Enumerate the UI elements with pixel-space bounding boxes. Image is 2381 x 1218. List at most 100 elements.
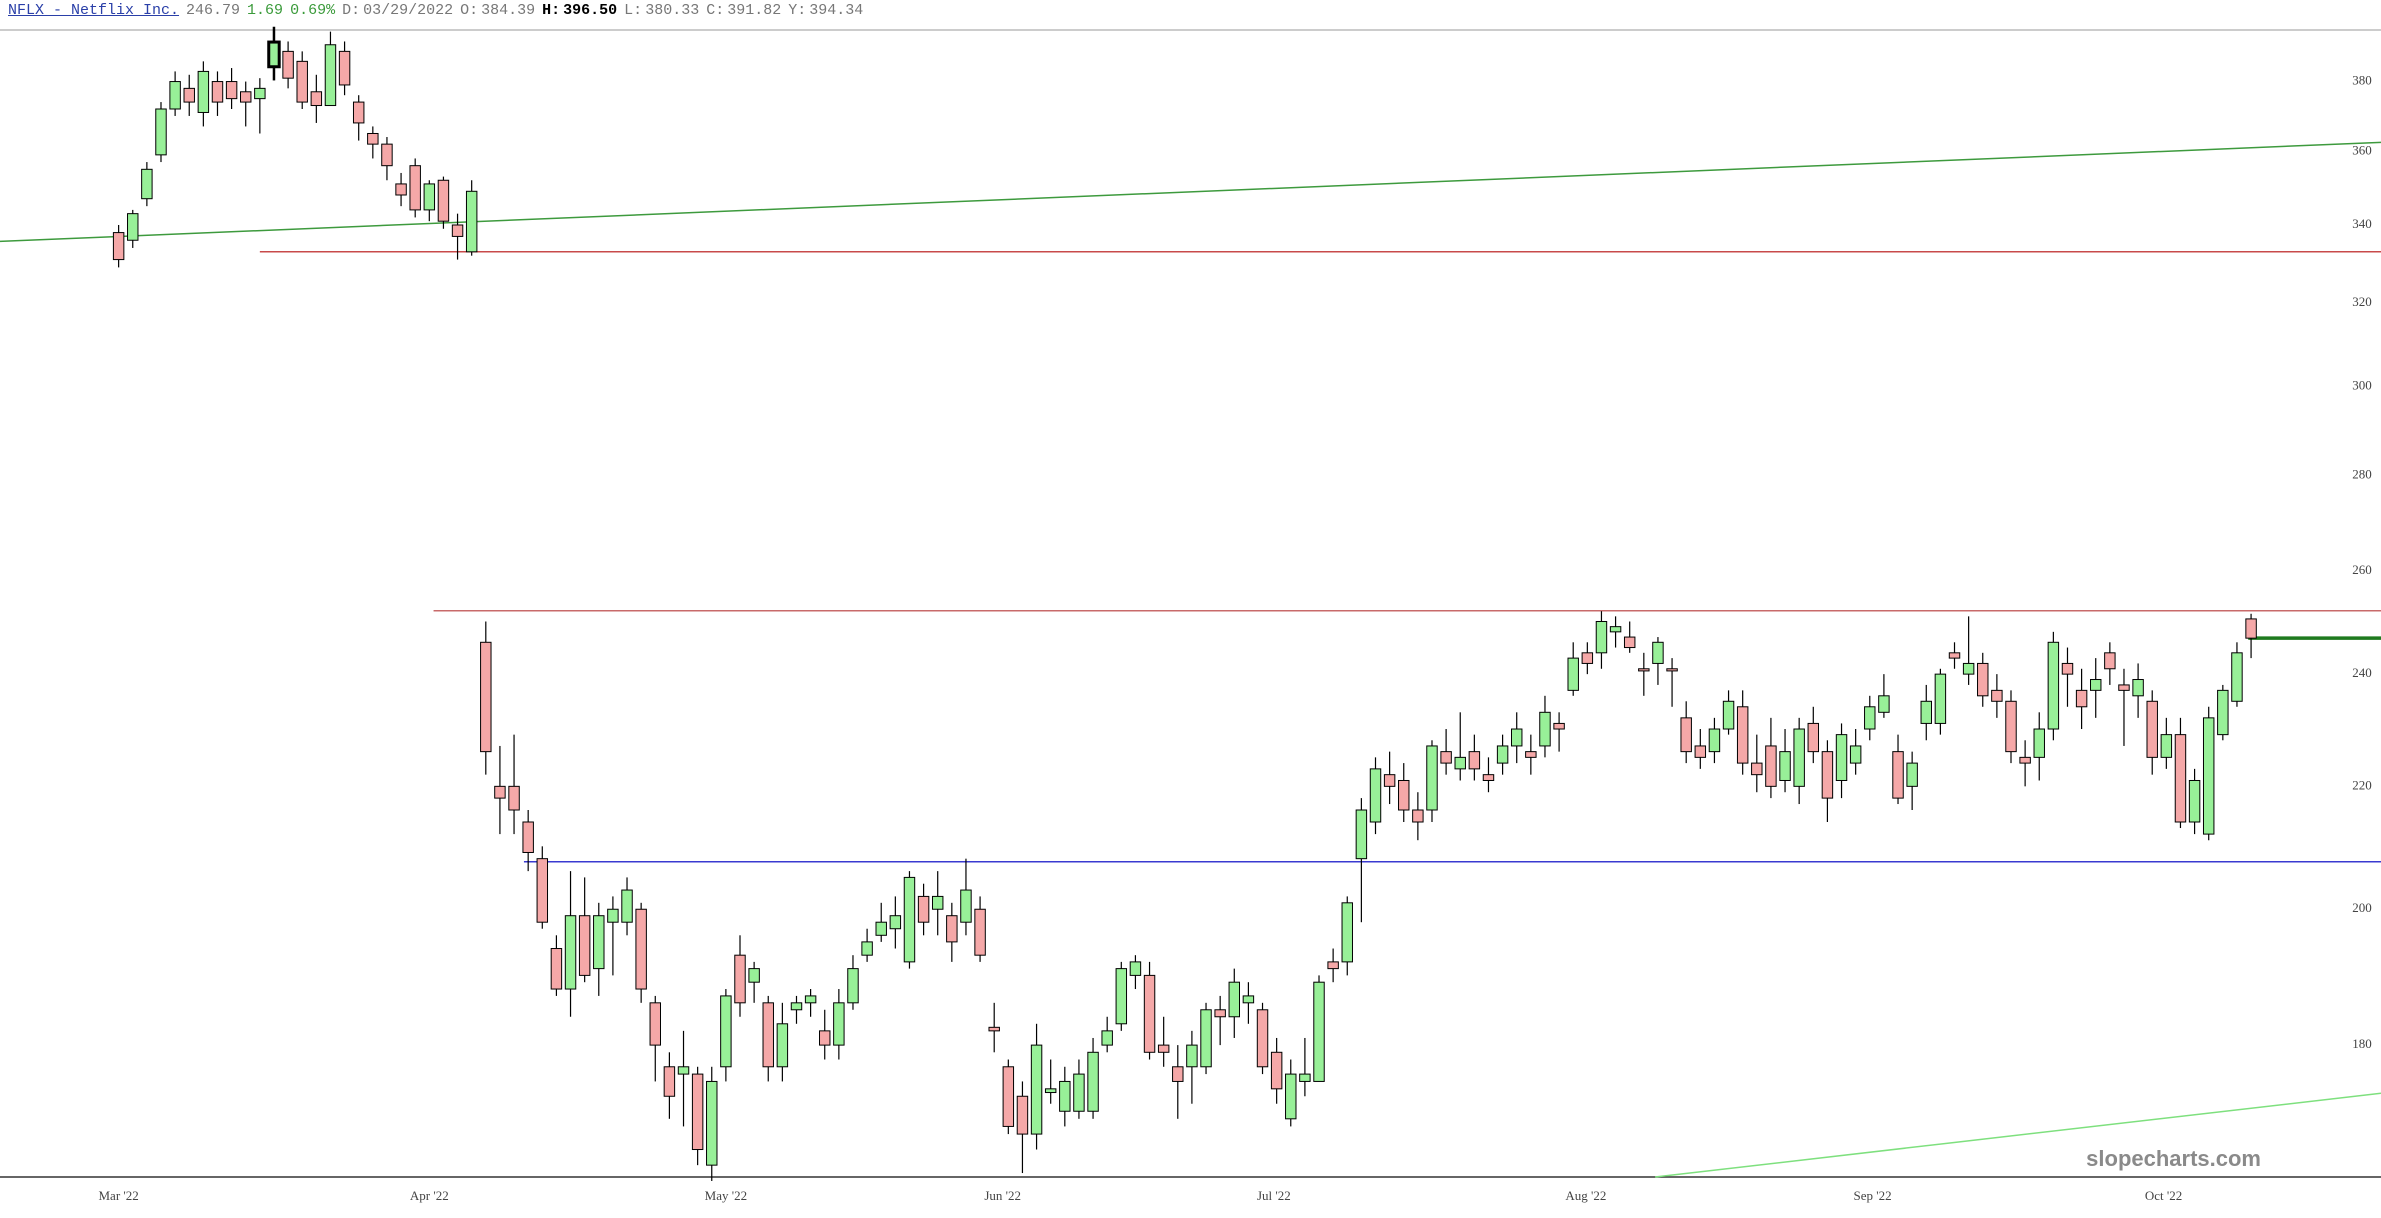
candle-body bbox=[903, 876, 916, 963]
candle-body bbox=[1440, 751, 1452, 764]
candle-body bbox=[607, 908, 619, 923]
candle-body bbox=[536, 858, 549, 923]
candle-body bbox=[169, 81, 181, 110]
y-tick-label: 260 bbox=[2352, 562, 2372, 577]
last-price: 246.79 bbox=[186, 2, 241, 19]
candle-body bbox=[451, 224, 464, 237]
candle-body bbox=[1736, 706, 1749, 764]
y-tick-label: 240 bbox=[2352, 665, 2372, 680]
level-line bbox=[0, 141, 2381, 243]
change-percent: 0.69% bbox=[290, 2, 336, 19]
candle-body bbox=[621, 889, 633, 923]
candle-body bbox=[1906, 762, 1918, 787]
candle-body bbox=[663, 1066, 676, 1097]
candle-body bbox=[1398, 779, 1410, 811]
candle-body bbox=[1638, 668, 1650, 672]
candle-body bbox=[1355, 809, 1368, 860]
candle-body bbox=[2019, 756, 2031, 764]
level-line bbox=[1655, 1092, 2381, 1178]
candle-body bbox=[1807, 722, 1820, 753]
candle-body bbox=[960, 889, 972, 923]
candle-body bbox=[1482, 774, 1495, 781]
candle-body bbox=[1623, 636, 1636, 649]
candle-body bbox=[1228, 981, 1241, 1018]
candle-body bbox=[748, 968, 760, 983]
watermark: slopecharts.com bbox=[2086, 1146, 2261, 1171]
candle-body bbox=[508, 785, 520, 811]
candle-body bbox=[1567, 657, 1579, 691]
candle-body bbox=[1680, 717, 1692, 753]
candle-body bbox=[564, 915, 577, 990]
candle-body bbox=[2118, 684, 2130, 691]
candle-body bbox=[578, 915, 591, 976]
candle-body bbox=[1948, 652, 1961, 659]
y-tick-label: 200 bbox=[2352, 900, 2372, 915]
candle-body bbox=[1313, 981, 1325, 1082]
candle-body bbox=[127, 213, 139, 241]
candle-body bbox=[988, 1026, 1000, 1032]
field-value: 384.39 bbox=[481, 2, 536, 19]
candle-body bbox=[1299, 1073, 1311, 1082]
candle-body bbox=[2090, 679, 2102, 691]
candle-body bbox=[211, 81, 224, 103]
candle-body bbox=[1496, 745, 1509, 764]
x-tick-label: Apr '22 bbox=[410, 1188, 449, 1203]
field-label: O: bbox=[460, 2, 479, 19]
y-tick-label: 220 bbox=[2352, 777, 2372, 792]
candle-body bbox=[1962, 662, 1975, 675]
candle-body bbox=[917, 895, 930, 923]
candle-body bbox=[1044, 1088, 1057, 1094]
candle-body bbox=[1553, 722, 1565, 730]
field-label: L: bbox=[624, 2, 643, 19]
candle-body bbox=[296, 60, 308, 103]
candle-body bbox=[1341, 902, 1353, 963]
candle-body bbox=[423, 183, 436, 211]
candle-body bbox=[465, 190, 478, 253]
candle-body bbox=[1101, 1030, 1113, 1046]
candle-body bbox=[240, 91, 252, 103]
candle-body bbox=[593, 915, 605, 970]
candle-body bbox=[1864, 706, 1876, 730]
candle-body bbox=[2202, 717, 2215, 835]
ticker-title[interactable]: NFLX - Netflix Inc. bbox=[8, 2, 180, 19]
candle-body bbox=[1426, 745, 1438, 811]
candle-body bbox=[1369, 768, 1382, 823]
candle-body bbox=[381, 143, 393, 167]
candle-body bbox=[1270, 1051, 1283, 1090]
candle-body bbox=[367, 132, 379, 145]
candle-body bbox=[1722, 700, 1735, 730]
candle-body bbox=[155, 108, 167, 156]
candle-body bbox=[2047, 641, 2060, 730]
candle-body bbox=[1892, 751, 1904, 799]
candle-body bbox=[1383, 774, 1396, 787]
candle-body bbox=[395, 183, 407, 196]
candle-body bbox=[833, 1002, 845, 1046]
candle-body bbox=[1793, 728, 1805, 787]
candle-body bbox=[1821, 751, 1834, 799]
candle-body bbox=[691, 1073, 704, 1151]
candle-body bbox=[282, 50, 294, 79]
candle-body bbox=[1186, 1044, 1198, 1068]
candle-body bbox=[2061, 662, 2074, 675]
candle-body bbox=[720, 995, 732, 1068]
candle-body bbox=[141, 168, 153, 200]
x-tick-label: Sep '22 bbox=[1854, 1188, 1892, 1203]
candle-body bbox=[2132, 679, 2144, 697]
candle-body bbox=[1172, 1066, 1184, 1082]
candle-body bbox=[338, 50, 351, 86]
candle-body bbox=[974, 908, 986, 956]
candle-body bbox=[1285, 1073, 1297, 1120]
candle-body bbox=[550, 948, 563, 990]
candle-body bbox=[1327, 961, 1339, 970]
candle-body bbox=[1115, 968, 1128, 1025]
candle-body bbox=[1920, 700, 1932, 724]
y-tick-label: 360 bbox=[2352, 142, 2372, 157]
candle-body bbox=[1652, 641, 1664, 664]
candle-body bbox=[1525, 751, 1537, 758]
candle-body bbox=[2174, 734, 2187, 823]
candle-body bbox=[1666, 668, 1678, 672]
candle-body bbox=[1129, 961, 1142, 976]
candle-body bbox=[762, 1002, 774, 1068]
